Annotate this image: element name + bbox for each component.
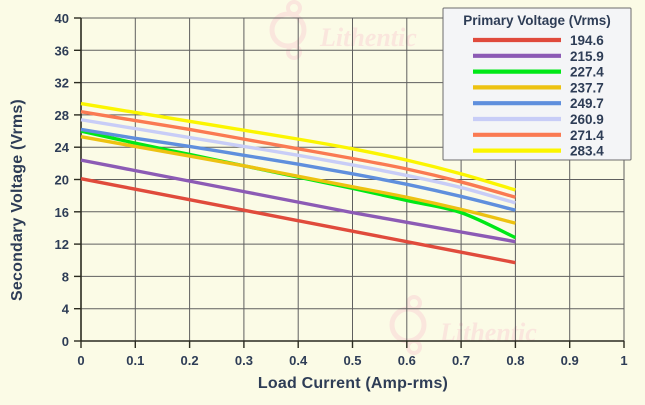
x-tick-label: 0.2 bbox=[181, 353, 199, 368]
series-line-271.4 bbox=[80, 109, 516, 199]
y-tick-label: 16 bbox=[55, 205, 69, 220]
watermark-label: Lithentic bbox=[319, 23, 417, 52]
legend-label-194.6: 194.6 bbox=[570, 33, 604, 48]
watermark-label: Lithentic bbox=[439, 318, 537, 347]
watermark-logo-dot-icon bbox=[286, 44, 302, 60]
x-tick-label: 0 bbox=[77, 353, 84, 368]
legend-label-271.4: 271.4 bbox=[570, 128, 604, 143]
y-axis-title: Secondary Voltage (Vrms) bbox=[9, 99, 26, 301]
legend-label-237.7: 237.7 bbox=[570, 80, 604, 95]
x-tick-label: 0.1 bbox=[126, 353, 144, 368]
series-line-215.9 bbox=[80, 158, 516, 244]
y-tick-label: 36 bbox=[55, 43, 69, 58]
y-tick-label: 20 bbox=[55, 173, 69, 188]
series-line-237.7 bbox=[80, 135, 516, 225]
legend-label-283.4: 283.4 bbox=[570, 144, 604, 159]
legend-label-260.9: 260.9 bbox=[570, 112, 604, 127]
legend-label-215.9: 215.9 bbox=[570, 49, 604, 64]
watermark-logo-icon bbox=[269, 11, 307, 49]
x-tick-label: 0.7 bbox=[452, 353, 470, 368]
series-line-249.7 bbox=[80, 127, 516, 212]
y-tick-label: 12 bbox=[55, 237, 69, 252]
tick-marks bbox=[74, 17, 625, 348]
x-tick-label: 0.9 bbox=[561, 353, 579, 368]
x-axis-title: Load Current (Amp-rms) bbox=[258, 375, 448, 392]
series-lines bbox=[80, 101, 517, 265]
legend-label-227.4: 227.4 bbox=[570, 65, 604, 80]
legend-label-249.7: 249.7 bbox=[570, 96, 604, 111]
y-tick-label: 24 bbox=[55, 140, 70, 155]
watermark-logo-dot-icon bbox=[286, 0, 302, 16]
series-line-260.9 bbox=[80, 118, 516, 205]
y-tick-label: 0 bbox=[62, 334, 69, 349]
y-tick-label: 40 bbox=[55, 11, 69, 26]
y-tick-label: 8 bbox=[62, 269, 69, 284]
x-tick-label: 0.4 bbox=[289, 353, 308, 368]
y-tick-labels: 0 4 8 12 16 20 24 28 32 36 40 bbox=[55, 11, 70, 349]
series-line-283.4 bbox=[80, 101, 516, 192]
x-tick-label: 1 bbox=[620, 353, 627, 368]
x-tick-labels: 0 0.1 0.2 0.3 0.4 0.5 0.6 0.7 0.8 0.9 1 bbox=[77, 353, 627, 368]
y-tick-label: 28 bbox=[55, 108, 69, 123]
x-tick-label: 0.6 bbox=[398, 353, 416, 368]
y-tick-label: 4 bbox=[62, 302, 70, 317]
legend-title: Primary Voltage (Vrms) bbox=[463, 13, 611, 28]
x-tick-label: 0.3 bbox=[235, 353, 253, 368]
series-line-194.6 bbox=[80, 177, 516, 265]
legend: Primary Voltage (Vrms) 194.6215.9227.423… bbox=[442, 7, 632, 161]
x-tick-label: 0.5 bbox=[343, 353, 361, 368]
legend-background bbox=[442, 7, 632, 161]
y-tick-label: 32 bbox=[55, 76, 69, 91]
x-tick-label: 0.8 bbox=[506, 353, 524, 368]
